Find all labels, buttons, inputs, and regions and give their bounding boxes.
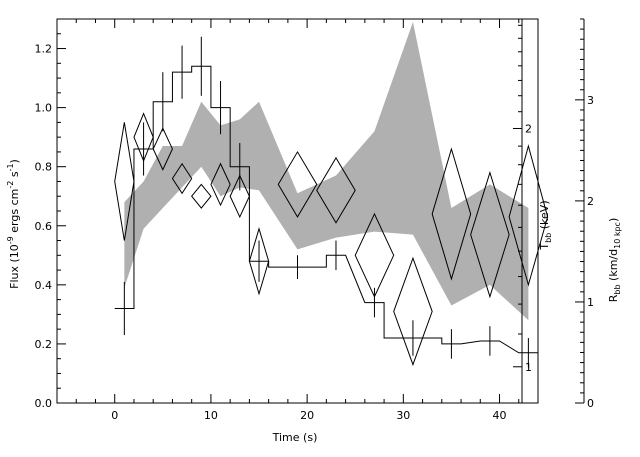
tbb-diamond	[248, 226, 270, 296]
label-part: R	[607, 294, 620, 302]
label-part: Flux (10	[8, 244, 21, 289]
rbb-tick-label: 1	[587, 296, 594, 309]
rbb-band	[124, 21, 529, 321]
y-tick-label: 0.0	[35, 397, 53, 410]
label-part: (keV)	[538, 200, 551, 232]
rbb-tick-label: 0	[587, 397, 594, 410]
tbb-diamond	[133, 112, 154, 163]
tbb-tick-label: 1	[525, 361, 532, 374]
label-part: -9	[6, 236, 15, 244]
tbb-diamond	[470, 170, 510, 299]
x-tick-label: 10	[204, 409, 218, 422]
x-tick-label: 30	[396, 409, 410, 422]
y-tick-label: 0.2	[35, 338, 53, 351]
tbb-diamond	[277, 150, 318, 218]
x-tick-label: 40	[493, 409, 507, 422]
tbb-axis-label: Tbb (keV)	[538, 200, 553, 250]
label-part: ergs cm	[8, 189, 21, 237]
y-tick-label: 1.2	[35, 43, 53, 56]
axis-labels: Time (s) Flux (10-9 ergs cm-2 s-1) Tbb (…	[6, 159, 622, 444]
rbb-band-layer	[124, 21, 529, 321]
y-tick-label: 1.0	[35, 102, 53, 115]
tbb-diamond	[229, 174, 250, 219]
y-tick-label: 0.8	[35, 161, 53, 174]
label-part: s	[8, 171, 21, 180]
tbb-diamond	[114, 122, 135, 241]
rbb-tick-label: 3	[587, 94, 594, 107]
y-tick-label: 0.4	[35, 279, 53, 292]
x-axis-label: Time (s)	[272, 431, 318, 444]
label-part: bb	[613, 284, 622, 294]
rbb-tick-label: 2	[587, 195, 594, 208]
tbb-diamond	[171, 162, 193, 195]
tbb-diamond	[316, 156, 356, 224]
tbb-diamond	[152, 127, 173, 171]
flux-series-layer	[114, 36, 538, 368]
label-part: -1	[6, 163, 15, 171]
tbb-diamond	[354, 212, 395, 298]
y-axis-label: Flux (10-9 ergs cm-2 s-1)	[6, 159, 21, 289]
tbb-diamond	[191, 183, 212, 209]
label-part: T	[538, 243, 551, 251]
label-part: 10 kpc	[613, 222, 622, 249]
rbb-axis-label: Rbb (km/d10 kpc)	[607, 218, 622, 303]
tbb-diamond	[210, 162, 231, 207]
label-part: -2	[6, 181, 15, 189]
x-tick-label: 20	[300, 409, 314, 422]
tbb-diamond	[431, 147, 472, 281]
tbb-diamond	[393, 256, 433, 367]
y-tick-label: 0.6	[35, 220, 53, 233]
x-tick-label: 0	[111, 409, 118, 422]
label-part: bb	[544, 233, 553, 243]
tbb-tick-label: 2	[525, 122, 532, 135]
label-part: )	[8, 159, 21, 163]
label-part: (km/d	[607, 249, 620, 285]
label-part: )	[607, 218, 620, 222]
